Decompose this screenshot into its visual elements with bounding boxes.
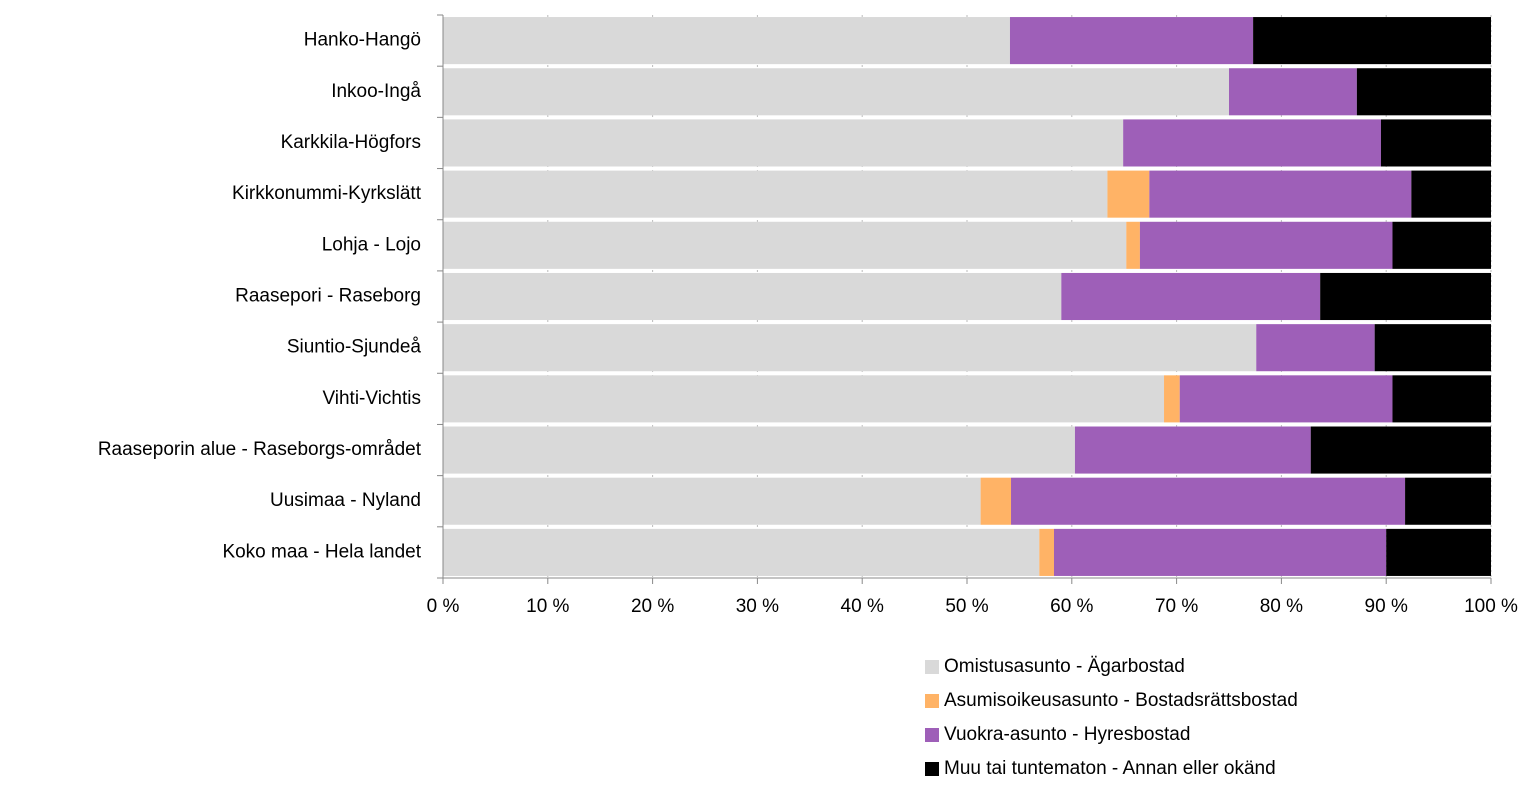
legend-label: Omistusasunto - Ägarbostad (944, 656, 1185, 677)
x-tick-label: 90 % (1365, 596, 1408, 617)
bar-segment (1356, 68, 1491, 116)
y-tick-label: Hanko-Hangö (304, 30, 421, 51)
bar-segment (1253, 17, 1491, 65)
bar-segment (1405, 477, 1491, 525)
bar-segment (1392, 221, 1491, 269)
bar-segment (443, 375, 1165, 423)
y-tick-label: Koko maa - Hela landet (222, 541, 421, 562)
bar-segment (1392, 375, 1491, 423)
bar-segment (443, 170, 1108, 218)
bar-segment (1386, 528, 1491, 576)
bar-segment (1061, 272, 1321, 321)
bar-segment (1009, 17, 1254, 65)
bar-segment (1039, 528, 1054, 576)
bar-segment (1126, 221, 1140, 269)
bar-segment (443, 272, 1062, 321)
bar-segment (443, 528, 1040, 576)
bar-segment (1139, 221, 1393, 269)
bar-segment (1380, 119, 1491, 167)
x-tick-label: 80 % (1260, 596, 1303, 617)
y-tick-label: Raaseporin alue - Raseborgs-området (98, 439, 422, 460)
bar-segment (1320, 272, 1491, 321)
x-tick-label: 50 % (945, 596, 988, 617)
bar-segment (443, 426, 1075, 474)
y-tick-label: Inkoo-Ingå (331, 81, 421, 102)
x-tick-label: 10 % (526, 596, 569, 617)
bar-segment (443, 221, 1127, 269)
legend-label: Muu tai tuntematon - Annan eller okänd (944, 758, 1276, 779)
y-tick-label: Vihti-Vichtis (322, 388, 421, 409)
bar-segment (1179, 375, 1393, 423)
bar-segment (1256, 324, 1375, 372)
bar-segment (443, 68, 1229, 116)
y-tick-label: Uusimaa - Nyland (270, 490, 421, 511)
bar-segment (1374, 324, 1491, 372)
x-tick-label: 40 % (841, 596, 884, 617)
legend-swatch (925, 762, 939, 776)
bar-segment (1123, 119, 1381, 167)
bar-segment (1011, 477, 1406, 525)
bar-segment (980, 477, 1012, 525)
bar-segment (1411, 170, 1491, 218)
y-tick-label: Raasepori - Raseborg (235, 286, 421, 307)
bar-segment (1107, 170, 1150, 218)
y-tick-label: Karkkila-Högfors (281, 132, 421, 153)
bar-segment (1310, 426, 1491, 474)
y-tick-label: Siuntio-Sjundeå (287, 337, 422, 358)
y-tick-label: Kirkkonummi-Kyrkslätt (232, 183, 422, 204)
bar-segment (443, 477, 981, 525)
bar-segment (443, 17, 1010, 65)
bar-segment (1074, 426, 1311, 474)
x-tick-label: 70 % (1155, 596, 1198, 617)
x-tick-label: 0 % (427, 596, 460, 617)
x-tick-label: 100 % (1464, 596, 1518, 617)
legend-swatch (925, 660, 939, 674)
legend-swatch (925, 728, 939, 742)
x-tick-label: 30 % (736, 596, 779, 617)
bar-segment (1053, 528, 1387, 576)
x-tick-label: 20 % (631, 596, 674, 617)
bar-segment (1229, 68, 1357, 116)
y-tick-label: Lohja - Lojo (322, 234, 421, 255)
bar-segment (443, 324, 1257, 372)
legend-label: Asumisoikeusasunto - Bostadsrättsbostad (944, 690, 1298, 711)
legend-label: Vuokra-asunto - Hyresbostad (944, 724, 1190, 745)
x-tick-label: 60 % (1050, 596, 1093, 617)
bar-segment (443, 119, 1124, 167)
legend-swatch (925, 694, 939, 708)
bar-segment (1164, 375, 1180, 423)
bar-segment (1149, 170, 1412, 218)
